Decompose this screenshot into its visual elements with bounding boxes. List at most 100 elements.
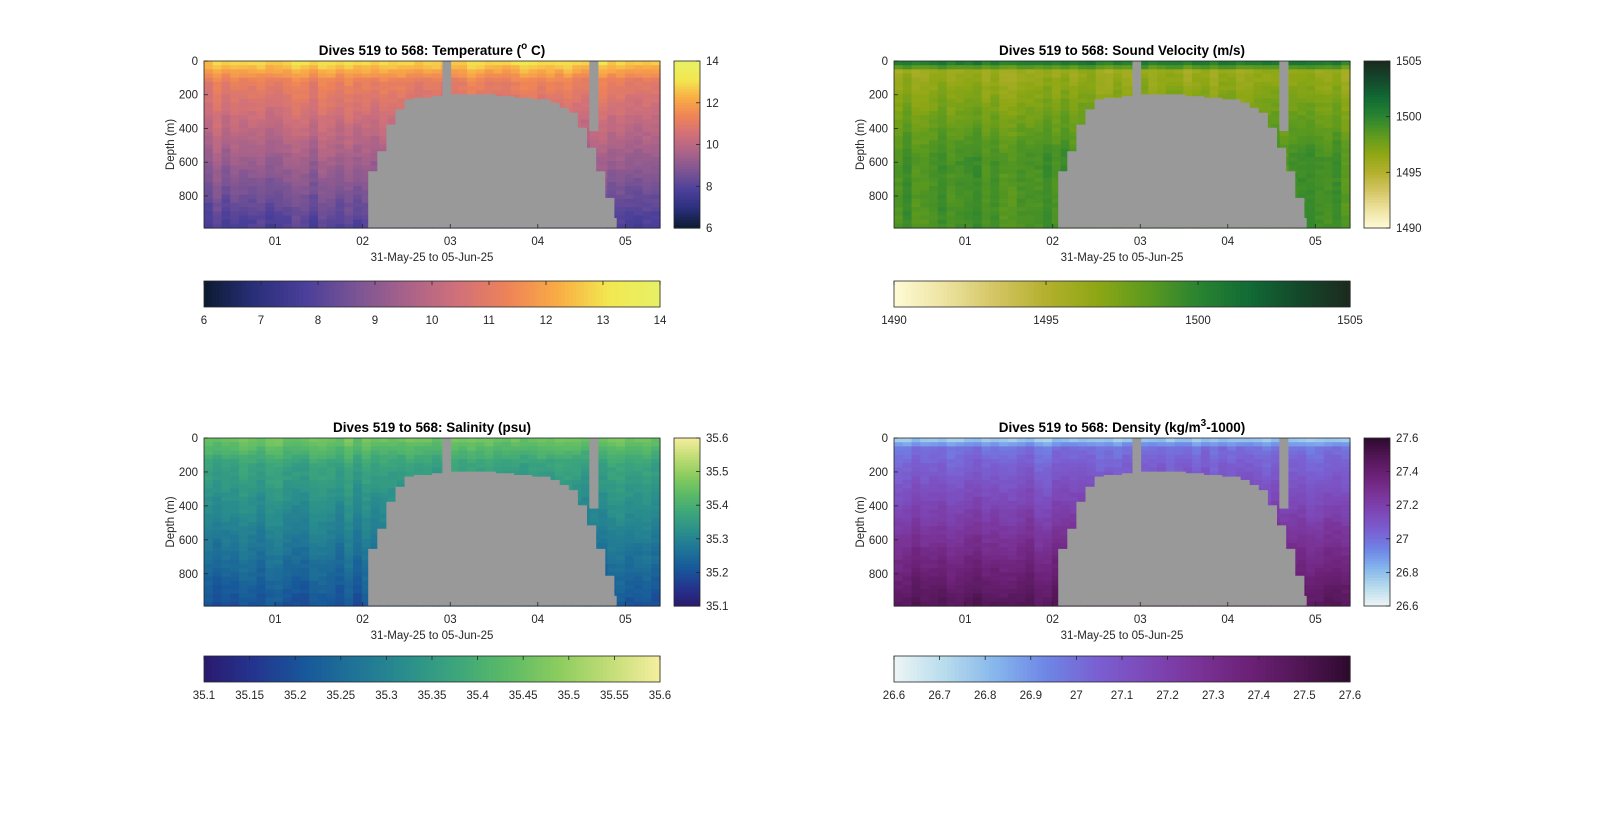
heatmap-cell bbox=[1332, 115, 1342, 121]
colorbar-segment bbox=[943, 281, 948, 307]
heatmap-cell bbox=[230, 559, 240, 565]
heatmap-cell bbox=[265, 223, 275, 229]
no-data-gap bbox=[1132, 61, 1142, 103]
heatmap-cell bbox=[344, 77, 354, 83]
heatmap-cell bbox=[344, 169, 354, 175]
heatmap-cell bbox=[335, 61, 345, 66]
heatmap-cell bbox=[379, 81, 389, 87]
heatmap-cell bbox=[256, 81, 266, 87]
heatmap-cell bbox=[1016, 144, 1027, 150]
heatmap-cell bbox=[1306, 190, 1316, 196]
heatmap-cell bbox=[204, 69, 214, 75]
heatmap-cell bbox=[282, 94, 293, 100]
heatmap-cell bbox=[265, 211, 275, 217]
colorbar-segment bbox=[1163, 281, 1169, 307]
heatmap-cell bbox=[247, 580, 258, 586]
heatmap-cell bbox=[1025, 102, 1035, 108]
heatmap-cell bbox=[239, 517, 249, 523]
heatmap-cell bbox=[1271, 119, 1281, 125]
heatmap-cell bbox=[528, 61, 538, 66]
y-tick-label: 600 bbox=[869, 157, 888, 169]
heatmap-cell bbox=[318, 186, 328, 192]
heatmap-cell bbox=[624, 123, 635, 129]
heatmap-cell bbox=[212, 169, 223, 175]
heatmap-cell bbox=[221, 152, 231, 158]
colorbar-segment bbox=[1122, 281, 1127, 307]
heatmap-cell bbox=[1288, 98, 1298, 104]
colorbar-tick-label: 1490 bbox=[881, 315, 907, 327]
heatmap-cell bbox=[911, 94, 921, 100]
heatmap-cell bbox=[964, 165, 974, 171]
heatmap-cell bbox=[633, 140, 644, 146]
heatmap-cell bbox=[1297, 61, 1307, 66]
heatmap-cell bbox=[1060, 106, 1070, 112]
heatmap-cell bbox=[642, 223, 652, 229]
heatmap-cell bbox=[1244, 65, 1255, 70]
heatmap-cell bbox=[256, 173, 266, 179]
heatmap-cell bbox=[1043, 65, 1053, 70]
heatmap-cell bbox=[1200, 90, 1211, 95]
heatmap-cell bbox=[247, 65, 258, 70]
heatmap-cell bbox=[624, 86, 635, 91]
heatmap-cell bbox=[616, 223, 626, 229]
heatmap-cell bbox=[1008, 144, 1018, 150]
heatmap-cell bbox=[642, 90, 652, 95]
heatmap-cell bbox=[335, 73, 345, 79]
colorbar-segment bbox=[242, 281, 247, 307]
colorbar-segment bbox=[1046, 281, 1051, 307]
heatmap-cell bbox=[981, 86, 992, 91]
heatmap-cell bbox=[999, 94, 1009, 100]
heatmap-cell bbox=[1069, 98, 1079, 104]
heatmap-cell bbox=[221, 585, 231, 590]
heatmap-cell bbox=[981, 157, 992, 162]
heatmap-cell bbox=[972, 81, 983, 87]
heatmap-cell bbox=[999, 131, 1009, 137]
heatmap-cell bbox=[239, 69, 249, 75]
heatmap-cell bbox=[902, 207, 913, 212]
heatmap-cell bbox=[212, 438, 223, 443]
colorbar-segment bbox=[1289, 281, 1294, 307]
heatmap-cell bbox=[282, 148, 293, 154]
heatmap-cell bbox=[633, 102, 644, 108]
colorbar-segment bbox=[1277, 281, 1283, 307]
heatmap-cell bbox=[256, 77, 266, 83]
colorbar-segment bbox=[981, 281, 986, 307]
heatmap-cell bbox=[607, 136, 617, 141]
colorbar-segment bbox=[1209, 281, 1214, 307]
heatmap-cell bbox=[344, 61, 354, 66]
heatmap-cell bbox=[247, 73, 258, 79]
heatmap-cell bbox=[990, 190, 1000, 196]
heatmap-cell bbox=[1297, 190, 1307, 196]
heatmap-cell bbox=[1051, 81, 1062, 87]
heatmap-cell bbox=[344, 136, 354, 141]
heatmap-cell bbox=[1174, 65, 1184, 70]
heatmap-cell bbox=[902, 90, 913, 95]
heatmap-cell bbox=[300, 161, 310, 166]
heatmap-cell bbox=[274, 190, 284, 196]
heatmap-cell bbox=[981, 165, 992, 171]
heatmap-cell bbox=[1288, 111, 1298, 116]
heatmap-cell bbox=[929, 98, 939, 104]
colorbar-segment bbox=[674, 183, 700, 187]
heatmap-cell bbox=[221, 77, 231, 83]
heatmap-cell bbox=[335, 77, 345, 83]
heatmap-cell bbox=[1288, 115, 1298, 121]
heatmap-cell bbox=[1016, 61, 1027, 66]
heatmap-cell bbox=[607, 173, 617, 179]
heatmap-cell bbox=[999, 161, 1009, 166]
heatmap-cell bbox=[1306, 115, 1316, 121]
heatmap-cell bbox=[972, 161, 983, 166]
colorbar-segment bbox=[1364, 152, 1390, 157]
heatmap-cell bbox=[920, 136, 930, 141]
heatmap-cell bbox=[929, 144, 939, 150]
heatmap-cell bbox=[1051, 177, 1062, 183]
colorbar-segment bbox=[530, 281, 536, 307]
heatmap-cell bbox=[1332, 90, 1342, 95]
heatmap-cell bbox=[981, 98, 992, 104]
heatmap-cell bbox=[999, 102, 1009, 108]
heatmap-cell bbox=[239, 585, 249, 590]
heatmap-cell bbox=[1314, 102, 1325, 108]
heatmap-cell bbox=[528, 86, 538, 91]
heatmap-cell bbox=[282, 215, 293, 221]
heatmap-cell bbox=[326, 69, 337, 75]
